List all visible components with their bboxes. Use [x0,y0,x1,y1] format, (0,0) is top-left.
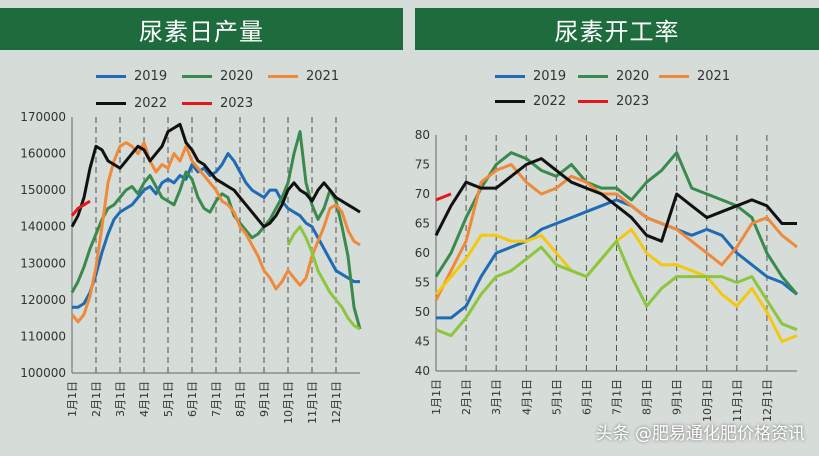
x-tick-label: 7月1日 [210,381,223,417]
legend-label: 2022 [533,94,567,109]
y-tick-label: 150000 [20,183,66,197]
legend-swatch [96,102,126,105]
x-tick-label: 9月1日 [671,379,684,415]
legend-2019: 2019 [495,69,566,84]
legend-swatch [268,75,298,78]
y-tick-label: 50 [415,305,430,319]
legend-label: 2021 [697,69,731,84]
legend-swatch [578,100,608,103]
x-tick-label: 4月1日 [520,379,533,415]
series-line-2019 [436,198,798,320]
watermark: 头条 @肥易通化肥价格资讯 [595,424,805,444]
series-line-2022 [434,157,797,243]
y-tick-label: 75 [415,158,430,172]
x-tick-label: 10月1日 [282,381,295,424]
legend-label: 2023 [220,96,254,111]
series-line-2022 [70,122,361,229]
y-tick-label: 60 [415,246,430,260]
y-tick-label: 140000 [20,220,66,234]
x-tick-label: 6月1日 [186,381,199,417]
y-tick-label: 45 [415,335,430,349]
production-plot-area [0,52,409,456]
series-line-2019 [72,152,360,309]
production-panel: 尿素日产量 2019 2020 2021 2022 2023 1月1日 2月1日 3… [0,0,409,456]
series-line-2023 [435,192,452,202]
legend-label: 2019 [134,69,168,84]
x-tick-label: 7月1日 [611,379,624,415]
y-tick-label: 55 [415,276,430,290]
legend-swatch [578,75,608,78]
y-tick-label: 100000 [20,366,66,380]
x-tick-label: 5月1日 [550,379,563,415]
series-line-2023 [70,199,91,217]
x-tick-label: 2月1日 [460,379,473,415]
x-tick-label: 2月1日 [90,381,103,417]
legend-label: 2023 [616,94,650,109]
x-tick-label: 9月1日 [258,381,271,417]
x-tick-label: 12月1日 [761,379,774,422]
production-chart: 1月1日 2月1日 3月1日 4月1日 5月1日 6月1日 7月1日 8月1日 9月1日 10月1… [20,110,362,424]
y-tick-label: 110000 [20,329,66,343]
x-tick-label: 3月1日 [114,381,127,417]
y-tick-label: 170000 [20,110,66,124]
y-tick-label: 130000 [20,256,66,270]
y-tick-label: 160000 [20,147,66,161]
legend-2023: 2023 [182,96,253,111]
x-tick-label: 1月1日 [66,381,79,417]
legend-2021: 2021 [659,69,730,84]
operating-rate-title: 尿素开工率 [415,8,819,50]
legend-2022: 2022 [495,94,566,109]
x-tick-label: 11月1日 [731,379,744,422]
x-tick-label: 8月1日 [641,379,654,415]
y-tick-label: 70 [415,187,430,201]
x-tick-label: 5月1日 [162,381,175,417]
legend-2023: 2023 [578,94,649,109]
legend-label: 2021 [306,69,340,84]
y-tick-label: 40 [415,364,430,378]
x-tick-label: 4月1日 [138,381,151,417]
y-tick-label: 65 [415,217,430,231]
operating-rate-chart: 1月1日 2月1日 3月1日 4月1日 5月1日 6月1日 7月1日 8月1日 9月1日 10月1… [415,128,799,422]
legend-2020: 2020 [578,69,649,84]
x-tick-label: 10月1日 [701,379,714,422]
legend-label: 2022 [134,96,168,111]
x-tick-label: 6月1日 [580,379,593,415]
legend-2019: 2019 [96,69,167,84]
legend-swatch [495,100,525,103]
series-line-2020 [70,130,362,330]
series-line-lightgreen [435,239,798,338]
x-tick-label: 12月1日 [330,381,343,424]
legend-2020: 2020 [182,69,253,84]
x-tick-label: 1月1日 [430,379,443,415]
series-line-lightgreen [286,225,361,331]
legend-label: 2020 [616,69,650,84]
y-tick-label: 120000 [20,293,66,307]
legend-swatch [96,75,126,78]
x-tick-label: 3月1日 [490,379,503,415]
legend-swatch [659,75,689,78]
legend-swatch [182,102,212,105]
operating-rate-panel: 尿素开工率 2019 2020 2021 2022 2023 1月1日 2月1日 3… [409,0,819,456]
y-tick-label: 80 [415,128,430,142]
x-tick-label: 11月1日 [306,381,319,424]
legend-swatch [495,75,525,78]
production-title: 尿素日产量 [0,8,403,50]
legend-swatch [182,75,212,78]
x-tick-label: 8月1日 [234,381,247,417]
legend-2022: 2022 [96,96,167,111]
series-line-2021 [434,163,798,301]
legend-2021: 2021 [268,69,339,84]
legend-label: 2019 [533,69,567,84]
legend-label: 2020 [220,69,254,84]
